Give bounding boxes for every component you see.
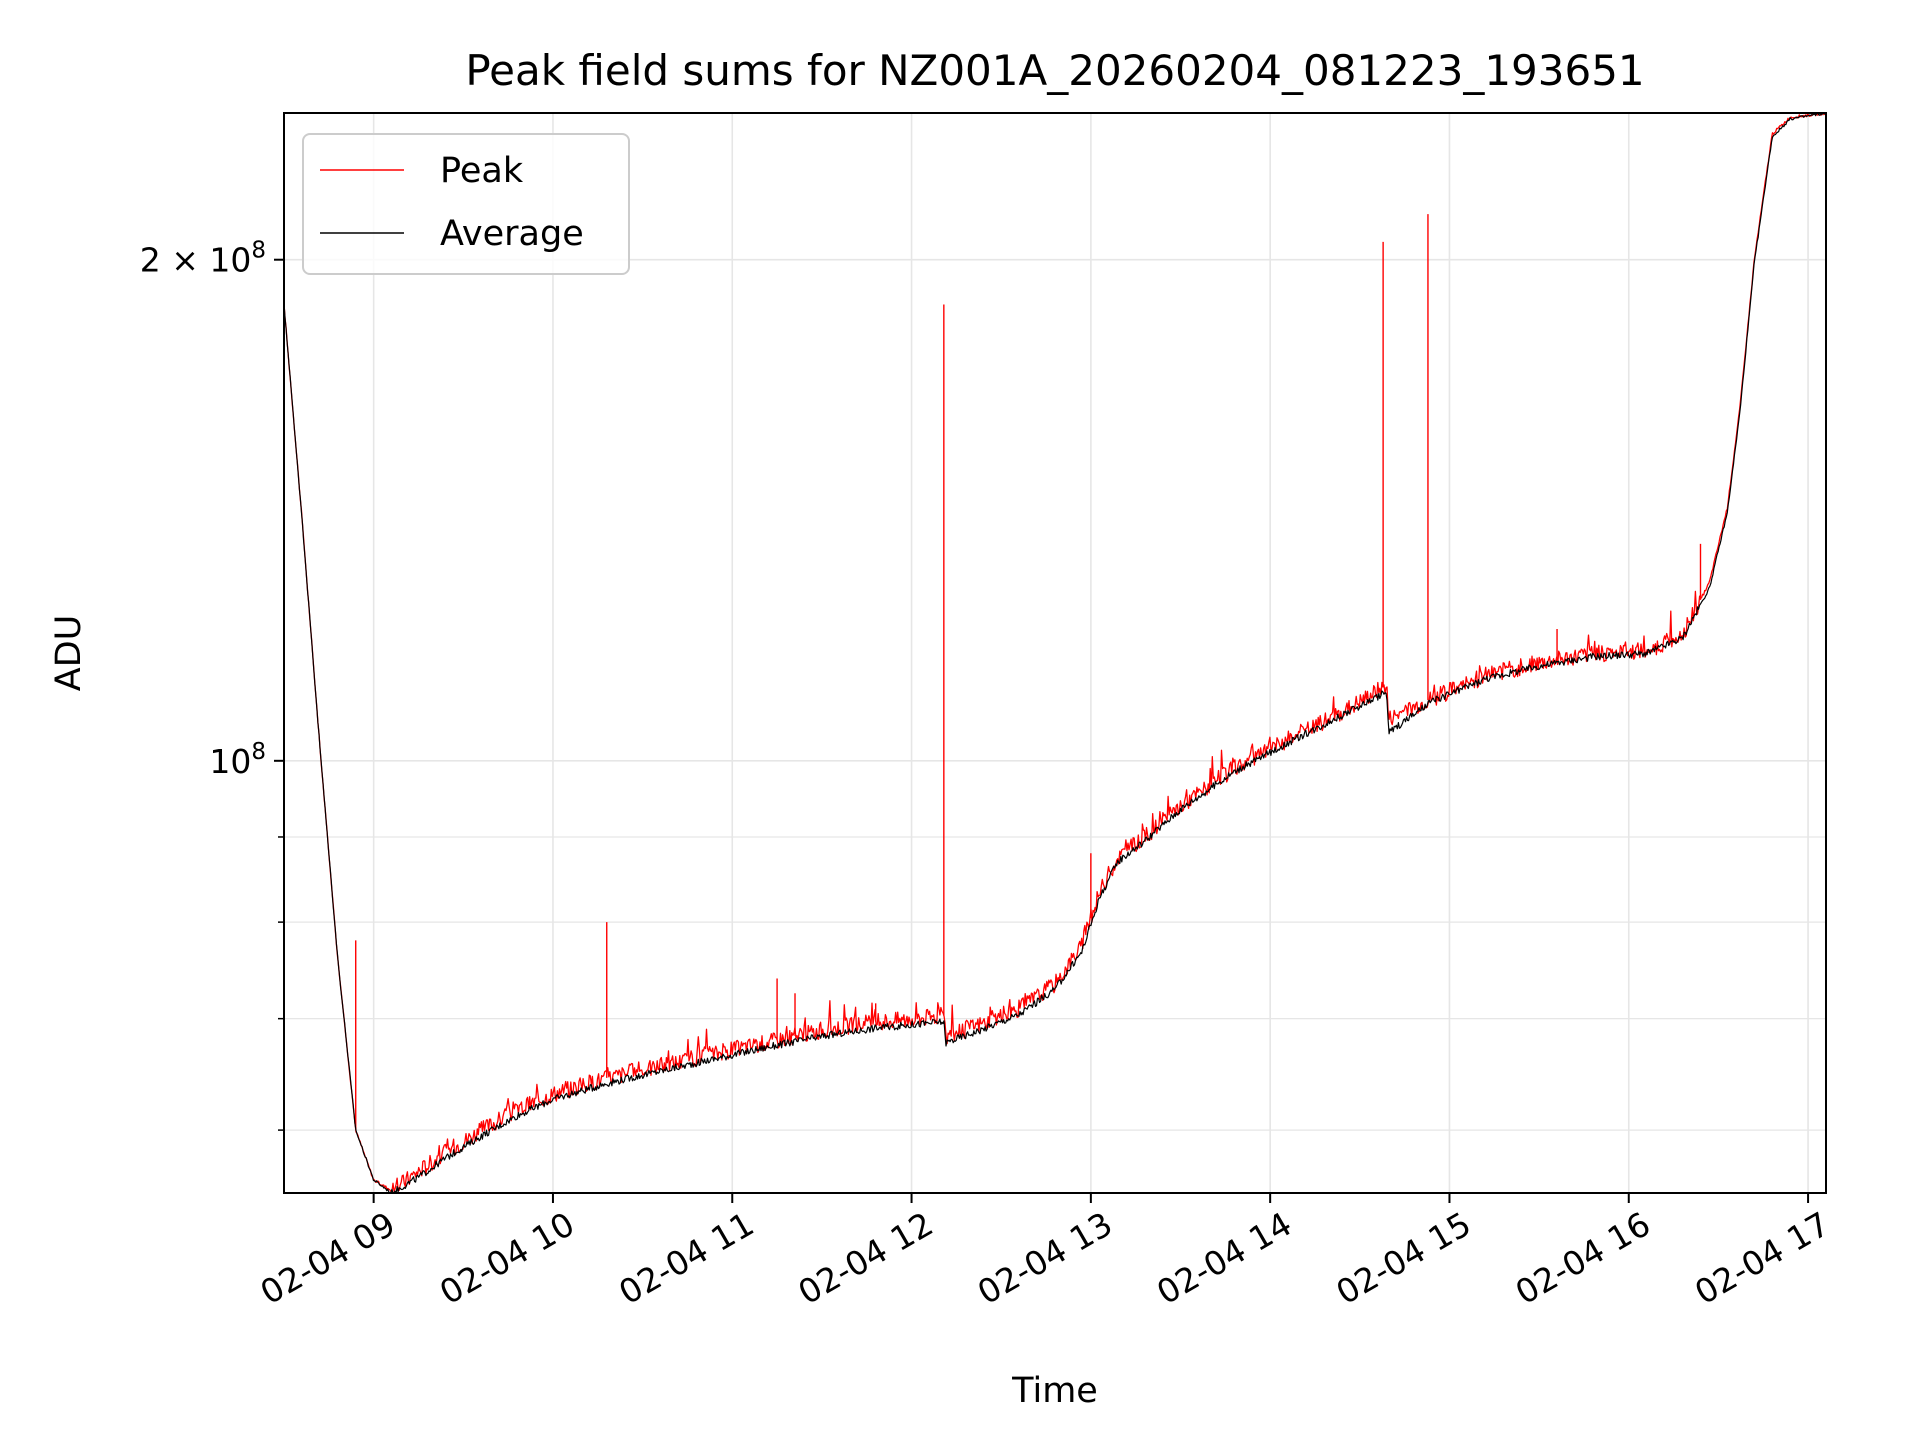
average-series-line: [283, 112, 1827, 1194]
legend-peak-label: Peak: [440, 151, 524, 191]
plot-frame: [283, 112, 1827, 1194]
legend-average-label: Average: [440, 214, 584, 254]
y-tick-label: 108: [209, 739, 266, 781]
y-tick-exponent: 8: [251, 739, 266, 765]
series-layer: [283, 112, 1827, 1194]
chart-title: Peak field sums for NZ001A_20260204_0812…: [465, 46, 1644, 95]
legend: Peak Average: [302, 133, 630, 275]
peak-series-line: [283, 112, 1826, 1193]
grid-lines: [284, 113, 1826, 1193]
y-tick-prefix: 2 ×: [140, 241, 210, 280]
x-axis-label: Time: [1011, 1371, 1098, 1411]
legend-box: [302, 133, 630, 275]
y-tick-exponent: 8: [251, 238, 266, 264]
y-tick-base: 10: [209, 742, 251, 781]
y-tick-base: 10: [209, 241, 251, 280]
y-tick-label: 2 × 108: [140, 238, 266, 280]
y-axis-label: ADU: [49, 615, 89, 692]
